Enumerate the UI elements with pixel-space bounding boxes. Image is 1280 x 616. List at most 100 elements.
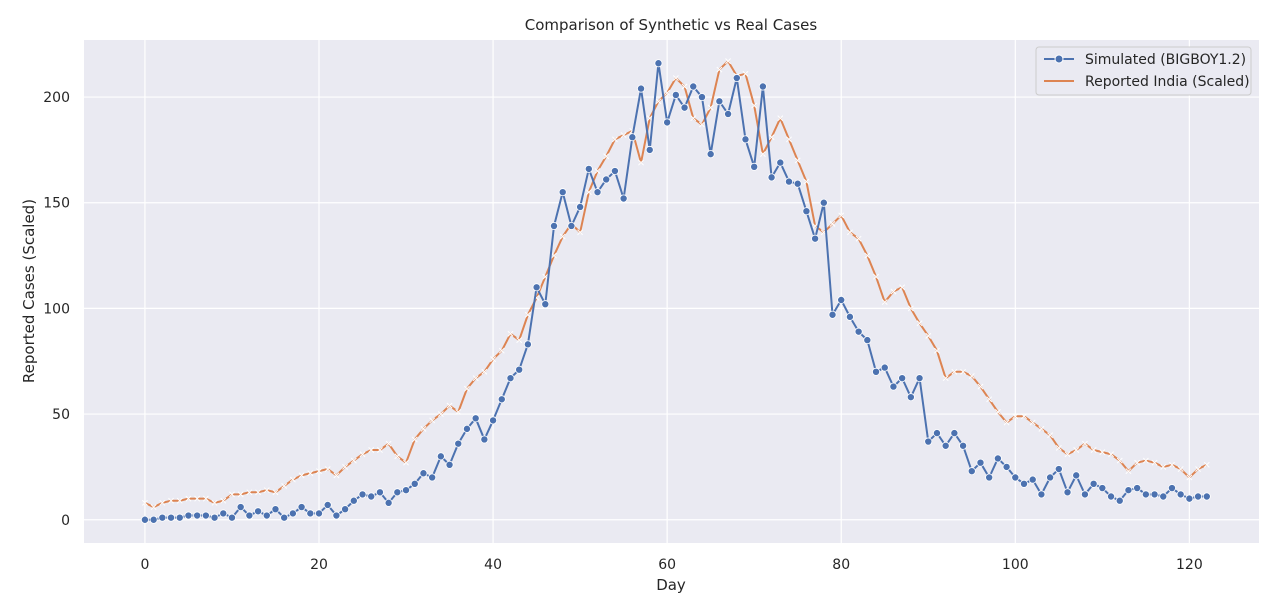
data-point [150,504,157,511]
data-point [516,337,523,344]
data-point [628,133,637,142]
data-point [1141,490,1150,499]
x-tick-label: 0 [140,557,149,573]
data-point [786,136,792,143]
data-point [716,66,723,73]
data-point [1089,479,1098,488]
data-point [846,229,853,236]
data-point [220,497,227,504]
legend-marker-simulated [1054,54,1064,64]
data-point [254,507,263,516]
data-point [793,179,802,188]
data-point [1176,490,1185,499]
data-point [959,441,968,450]
data-point [333,472,340,479]
data-point [689,82,698,91]
data-point [1028,475,1037,484]
series-reported [141,58,1210,511]
data-point [1054,465,1063,474]
data-point [211,499,218,506]
data-point [1020,479,1029,488]
data-point [472,375,479,382]
data-point [1037,490,1046,499]
data-point [1080,490,1089,499]
data-point [193,511,202,520]
data-point [1124,486,1133,495]
data-point [462,424,471,433]
data-point [890,288,897,295]
data-point [664,89,671,96]
data-point [419,469,428,478]
data-point [323,500,332,509]
data-point [1081,440,1088,447]
data-point [976,458,985,467]
data-point [481,368,488,375]
data-point [620,132,627,139]
data-point [1177,466,1184,472]
data-point [454,439,463,448]
data-point [255,489,262,496]
data-point [429,417,436,424]
data-point [175,513,184,522]
data-point [1072,471,1081,480]
data-point [201,511,210,520]
data-point [1046,473,1055,482]
series-simulated [140,59,1211,524]
data-point [880,363,889,372]
data-point [185,495,192,502]
data-point [951,368,958,375]
data-point [446,402,453,409]
data-point [619,194,628,203]
data-point [690,115,697,122]
data-point [489,416,498,425]
data-point [994,409,1001,415]
data-point [523,340,532,349]
data-point [1063,488,1072,497]
data-point [497,395,506,404]
data-point [384,498,393,507]
data-point [906,393,915,402]
data-point [768,134,775,141]
data-point [1160,463,1167,470]
data-point [750,162,759,171]
data-point [925,332,932,339]
data-point [1047,432,1054,439]
data-point [159,499,166,506]
data-point [741,135,750,144]
data-point [942,375,949,382]
data-point [551,252,557,259]
data-point [934,347,940,354]
data-point [1011,473,1020,482]
data-point [436,452,445,461]
data-point [1186,474,1193,481]
data-point [316,468,322,475]
data-point [725,58,732,65]
data-point [829,220,836,227]
data-point [515,365,524,374]
data-point [542,273,549,280]
data-point [1090,447,1097,453]
data-point [977,383,984,390]
data-point [385,440,392,447]
data-point [907,305,914,312]
data-point [245,511,254,520]
data-point [314,509,323,518]
data-point [707,104,714,111]
data-point [872,367,881,376]
data-point [289,476,296,483]
data-point [915,374,924,383]
data-point [585,189,592,196]
data-point [889,382,898,391]
data-point [767,173,776,182]
data-point [375,488,384,497]
data-point [697,93,706,102]
data-point [985,473,994,482]
chart-title: Comparison of Synthetic vs Real Cases [525,16,818,34]
data-point [680,103,689,112]
data-point [916,320,923,327]
data-point [1107,492,1116,501]
data-point [184,511,193,520]
data-point [1150,490,1159,499]
data-point [558,188,567,197]
